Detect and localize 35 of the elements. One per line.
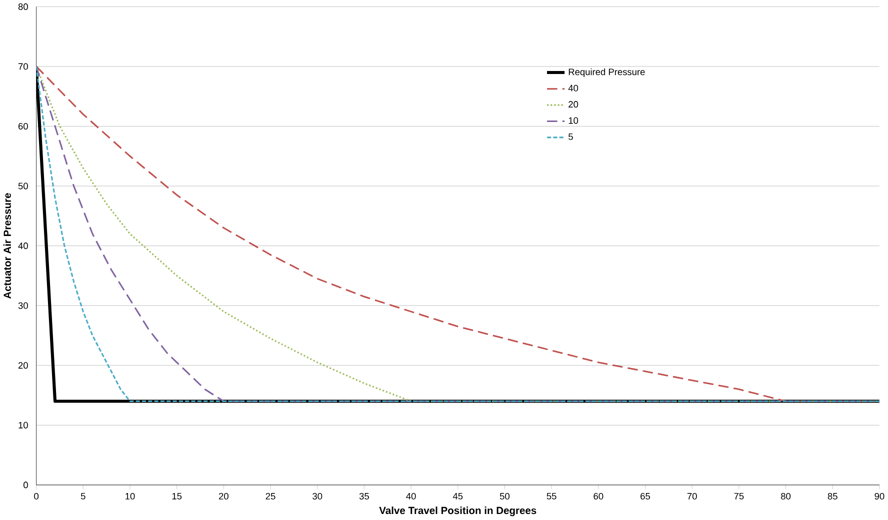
legend-label: 5: [568, 134, 573, 140]
y-axis-title: Actuator Air Pressure: [3, 193, 11, 299]
x-tick-label: 40: [406, 493, 416, 500]
legend-label: 10: [568, 117, 578, 124]
x-tick-label: 60: [594, 493, 604, 500]
legend-label: 40: [568, 85, 578, 92]
x-axis-title: Valve Travel Position in Degrees: [379, 506, 536, 516]
x-tick-label: 70: [687, 493, 697, 500]
x-tick-label: 55: [546, 493, 556, 500]
x-tick-label: 45: [452, 493, 463, 500]
x-tick-label: 85: [828, 493, 838, 500]
y-tick-label: 50: [18, 182, 28, 190]
x-tick-label: 15: [172, 493, 182, 500]
y-tick-label: 80: [18, 4, 28, 10]
x-tick-label: 0: [34, 493, 39, 500]
x-tick-label: 20: [219, 493, 228, 500]
x-tick-label: 5: [80, 493, 86, 500]
legend-label: Required Pressure: [568, 68, 645, 78]
x-tick-label: 90: [874, 493, 884, 500]
x-tick-label: 65: [640, 493, 650, 500]
x-tick-label: 35: [359, 493, 369, 500]
legend-label: 20: [568, 101, 578, 108]
x-tick-label: 25: [266, 493, 276, 500]
y-tick-label: 60: [18, 123, 28, 130]
x-tick-label: 80: [781, 493, 791, 500]
y-tick-label: 20: [18, 362, 28, 369]
x-tick-label: 50: [500, 493, 510, 500]
y-tick-label: 70: [18, 63, 28, 70]
y-tick-label: 0: [24, 482, 28, 488]
x-tick-label: 10: [126, 493, 135, 500]
y-tick-label: 10: [18, 422, 28, 429]
x-tick-label: 30: [312, 493, 322, 500]
y-tick-label: 40: [18, 242, 28, 250]
y-tick-label: 30: [18, 302, 28, 310]
x-tick-label: 75: [734, 493, 744, 500]
